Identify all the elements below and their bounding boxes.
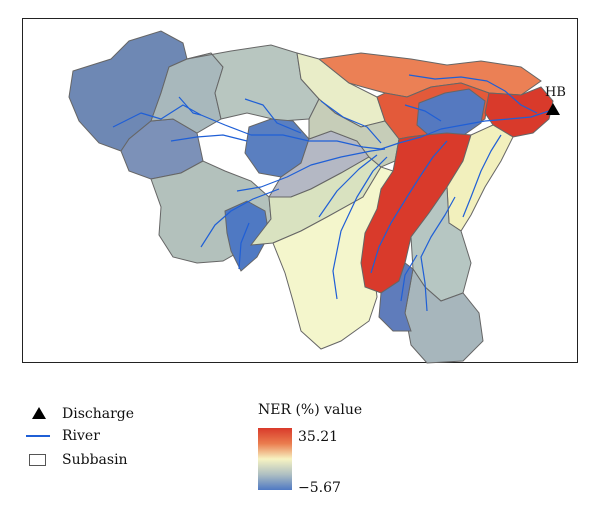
watershed-map [68,30,560,364]
subbasin-west-lower[interactable] [120,118,204,180]
river-upper-east-trib [404,104,442,122]
legend-label-subbasin: Subbasin [62,452,128,468]
triangle-icon [26,406,50,422]
river-main-red-trib [370,140,448,274]
discharge-station-icon[interactable] [546,103,560,115]
subbasin-box-icon [26,452,50,468]
river-southwest-trib [200,188,280,248]
subbasin-east-yellow[interactable] [446,124,514,232]
river-northwest-trib [178,96,202,116]
river-north-band [408,74,538,114]
colorbar-title: NER (%) value [258,402,363,418]
river-main-west [112,104,400,150]
river-south-small-trib [400,254,418,302]
river-south-central-trib [318,154,378,218]
subbasin-east-blue[interactable] [416,88,486,140]
river-south-yellow-trib [332,156,388,300]
river-central-trib [236,148,386,192]
subbasin-south-blue[interactable] [224,200,270,272]
river-line-icon [26,428,50,444]
rivers [112,74,550,312]
subbasin-outlet-red[interactable] [484,86,554,138]
legend-label-river: River [62,428,100,444]
colorbar-ramp [258,428,292,490]
river-east-yellow-trib [462,134,502,218]
river-south-blue-trib [238,222,250,270]
map-frame: HB [22,18,578,364]
subbasins [68,30,554,364]
river-north-trib [244,98,302,134]
legend-item-discharge: Discharge [26,406,134,422]
river-north-strip-trib [320,100,382,144]
legend-item-river: River [26,428,100,444]
subbasin-north-central[interactable] [186,44,320,122]
subbasin-southeast-grey[interactable] [404,267,484,364]
colorbar-max-label: 35.21 [298,429,339,445]
river-southeast-trib [420,196,456,312]
station-label-hb: HB [545,85,566,100]
legend-item-subbasin: Subbasin [26,452,128,468]
river-west-trib [170,134,248,142]
colorbar-min-label: −5.67 [298,480,341,496]
river-main-east [398,110,550,144]
legend-label-discharge: Discharge [62,406,135,422]
